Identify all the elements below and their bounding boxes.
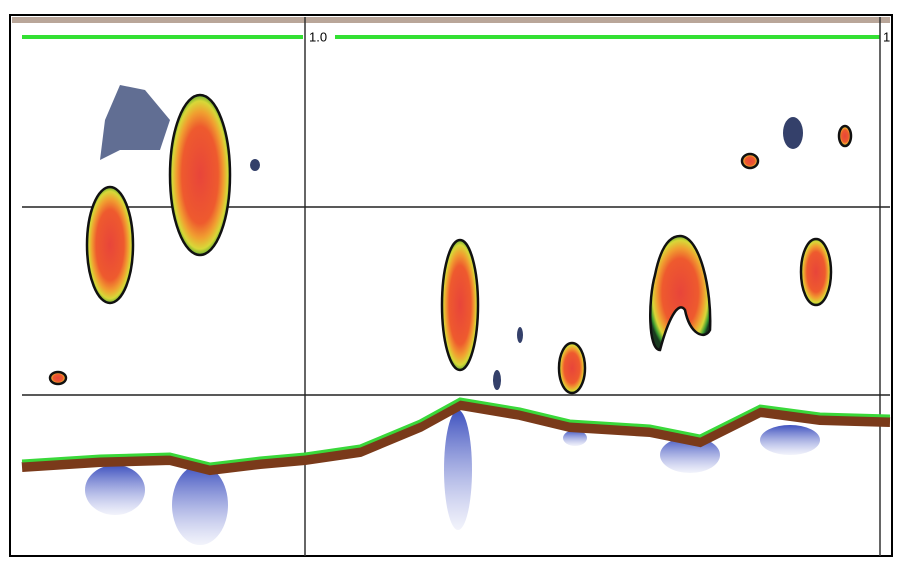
surface-band — [12, 17, 890, 23]
marker-label: 1 — [883, 29, 890, 44]
echogram: 1.0 1 — [0, 0, 901, 566]
marker-label: 1.0 — [309, 29, 327, 44]
